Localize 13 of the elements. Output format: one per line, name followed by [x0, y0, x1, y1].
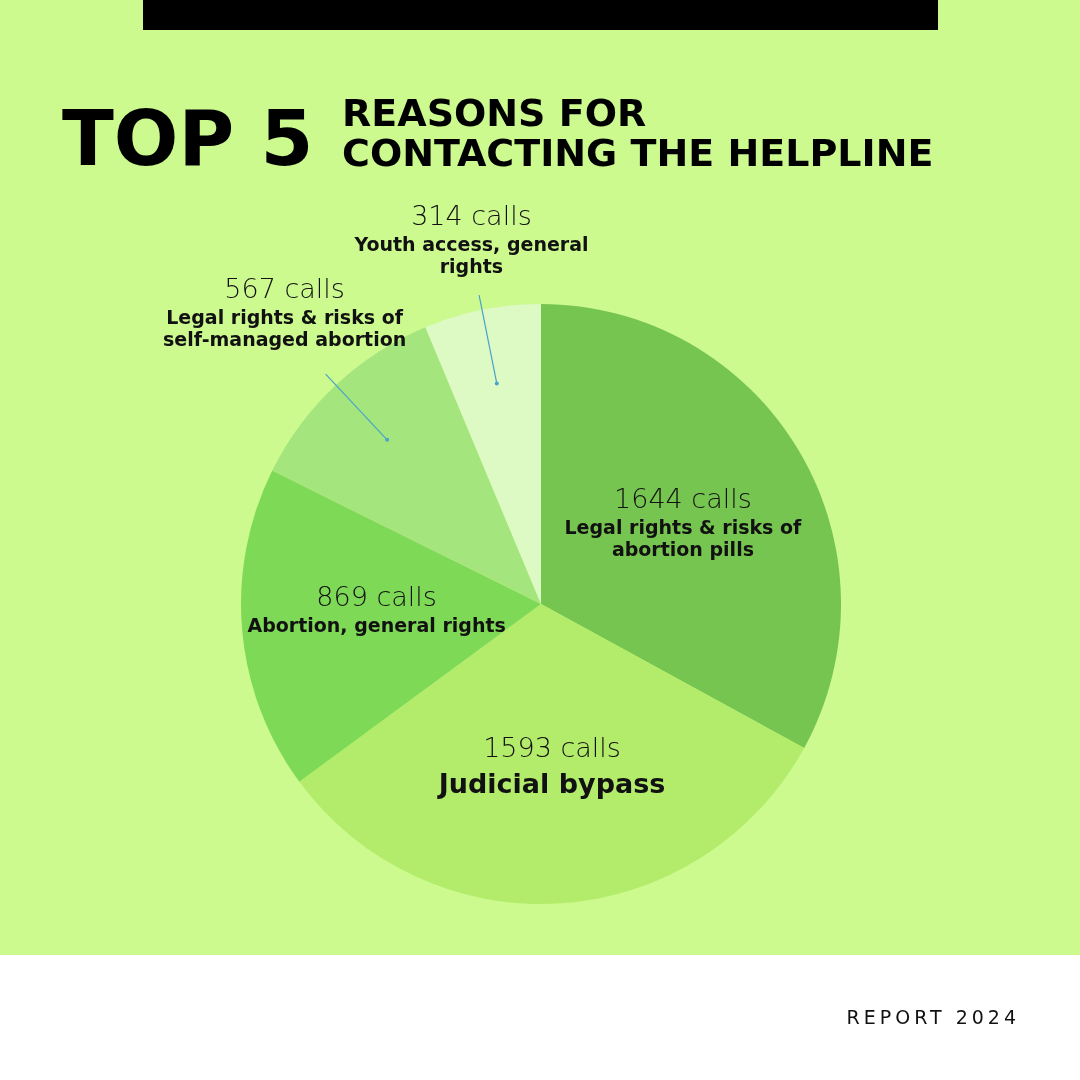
slice-label: Youth access, general rights	[353, 232, 589, 277]
data-label: 567 calls	[224, 273, 345, 305]
data-label: 1593 calls	[483, 731, 621, 763]
data-label: 314 calls	[411, 199, 532, 231]
data-label: 1644 calls	[614, 482, 752, 514]
chart-subtitle: REASONS FOR CONTACTING THE HELPLINE	[342, 91, 934, 175]
slice-label: Legal rights & risks of abortion pills	[564, 515, 803, 560]
chart-title: TOP 5	[62, 94, 314, 183]
slice-label: Abortion, general rights	[247, 614, 506, 637]
slice-label: Legal rights & risks of self-managed abortion	[163, 306, 407, 351]
data-label: 869 calls	[316, 581, 437, 613]
text: REPORT 2024	[846, 1006, 1020, 1028]
slice-label: Judicial bypass	[436, 767, 666, 799]
